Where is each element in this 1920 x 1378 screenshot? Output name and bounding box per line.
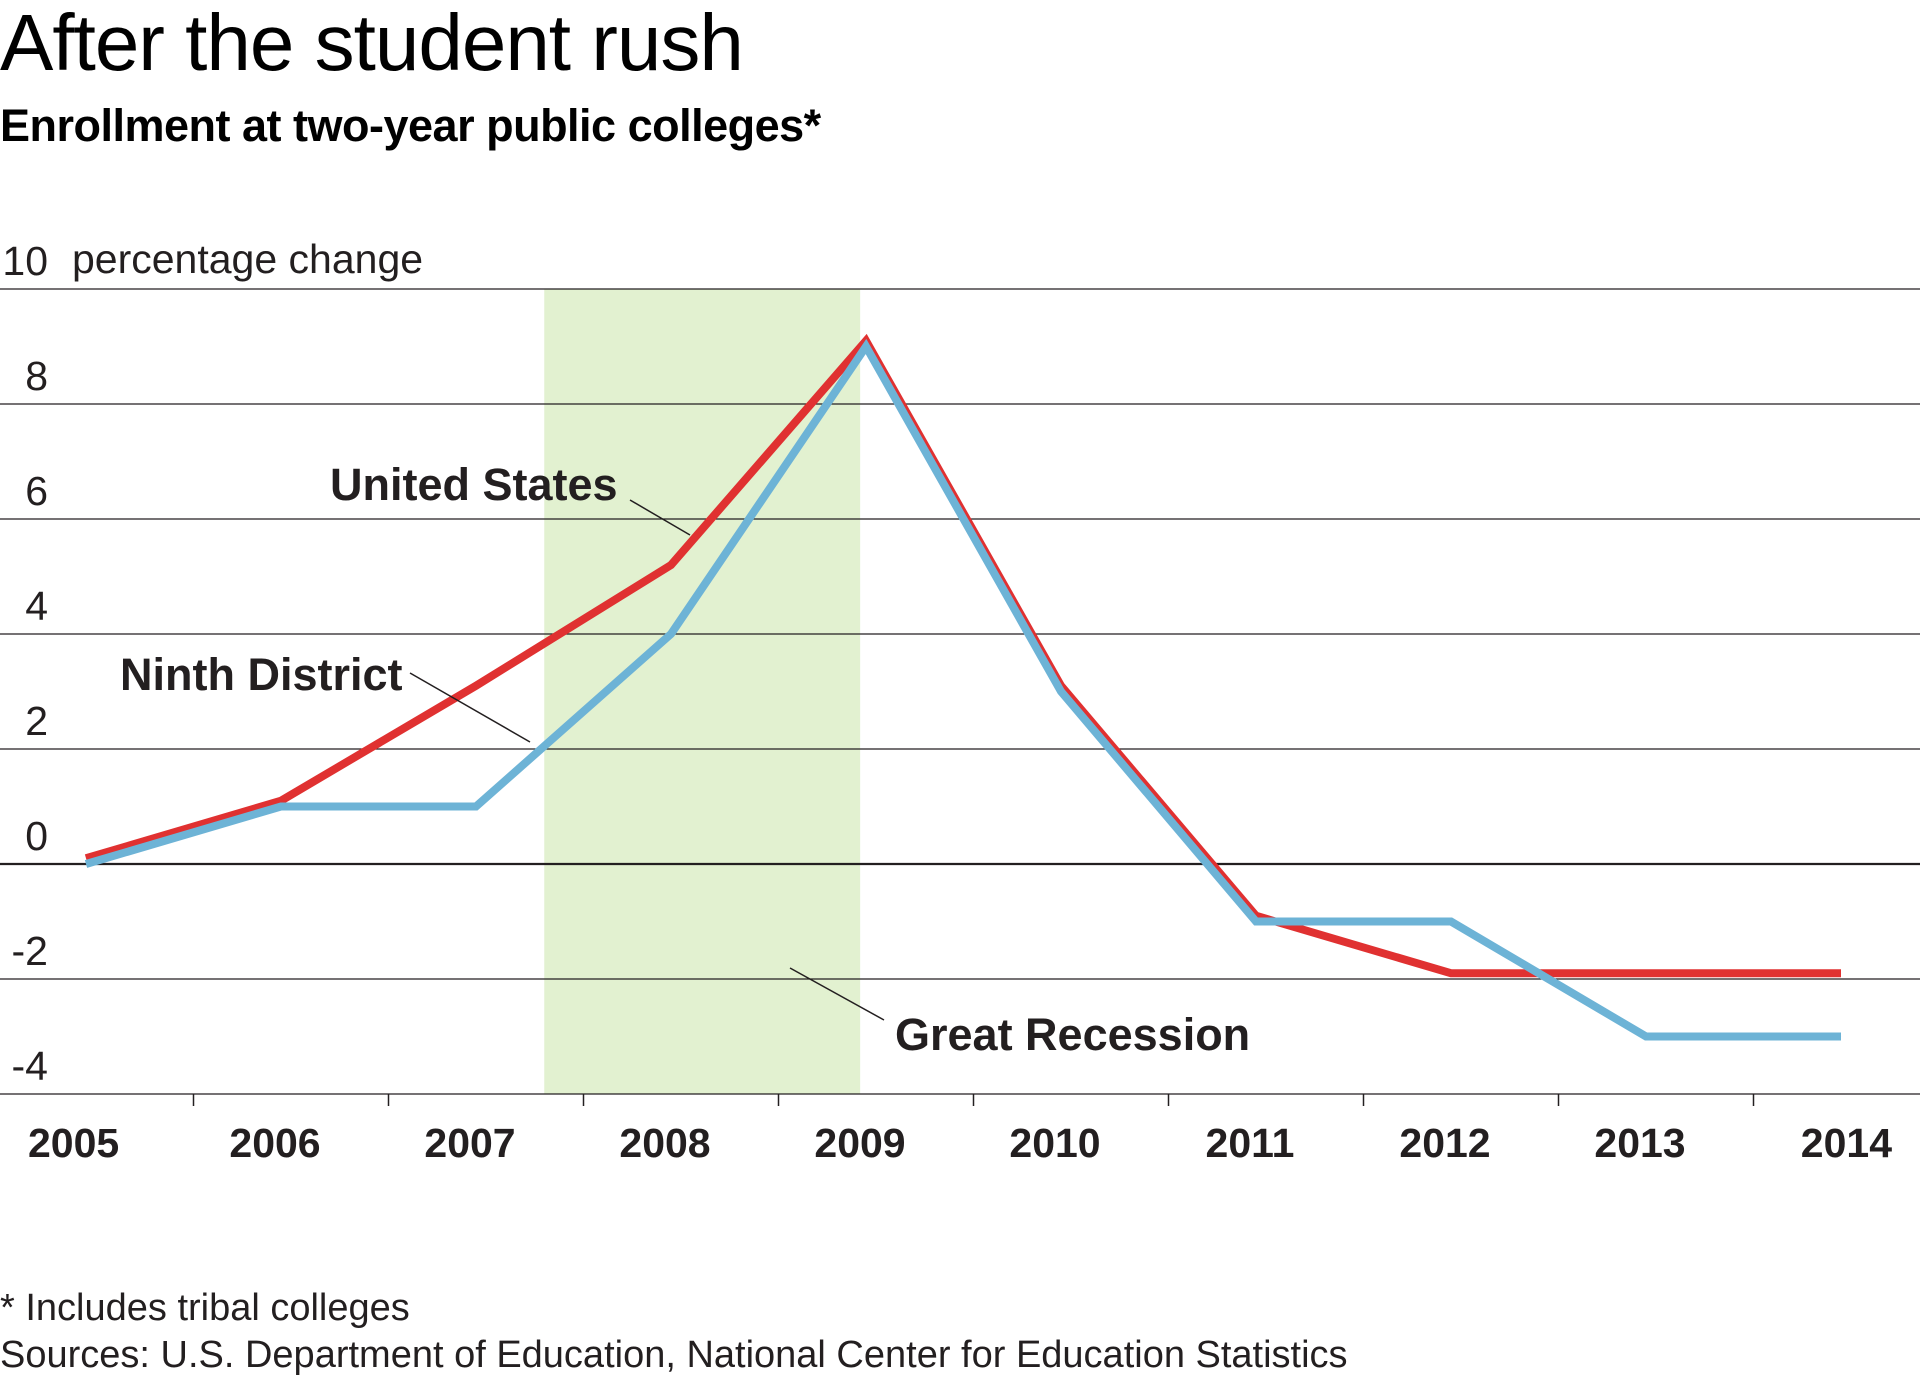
- series-labels: United States Ninth District Great Recessi…: [120, 459, 1250, 1060]
- series-line-ninth-district: [84, 338, 1841, 1041]
- footnote: * Includes tribal colleges: [0, 1287, 410, 1329]
- leader-united-states: [629, 499, 691, 536]
- y-tick-label: 2: [25, 698, 48, 744]
- x-tick-label: 2005: [28, 1120, 119, 1166]
- x-tick-label: 2012: [1399, 1120, 1490, 1166]
- label-ninth-district: Ninth District: [120, 649, 403, 700]
- series-lines: [84, 333, 1842, 1041]
- label-united-states: United States: [330, 459, 618, 510]
- label-great-recession: Great Recession: [895, 1009, 1250, 1060]
- x-tick-label: 2014: [1801, 1120, 1892, 1166]
- leader-ninth-district: [409, 672, 531, 743]
- y-tick-label: 6: [25, 468, 48, 514]
- chart-title: After the student rush: [0, 0, 743, 87]
- x-tick-label: 2007: [424, 1120, 515, 1166]
- y-tick-label: -2: [12, 928, 48, 974]
- x-tick-label: 2010: [1009, 1120, 1100, 1166]
- leader-great-recession: [789, 967, 885, 1021]
- y-tick-label: -4: [12, 1043, 48, 1089]
- x-tick-label: 2008: [619, 1120, 710, 1166]
- sources-note: Sources: U.S. Department of Education, N…: [0, 1334, 1348, 1376]
- y-tick-label: 8: [25, 353, 48, 399]
- y-axis-unit-label: percentage change: [72, 236, 423, 282]
- chart-subtitle: Enrollment at two-year public colleges*: [0, 100, 822, 151]
- x-tick-label: 2009: [814, 1120, 905, 1166]
- y-tick-label: 10: [2, 238, 48, 284]
- y-tick-label: 4: [25, 583, 48, 629]
- y-axis: 10 8 6 4 2 0 -2 -4: [2, 238, 48, 1089]
- x-axis: 2005 2006 2007 2008 2009 2010 2011 2012 2013 2014: [28, 1094, 1892, 1166]
- x-tick-label: 2006: [229, 1120, 320, 1166]
- y-tick-label: 0: [25, 813, 48, 859]
- x-tick-label: 2013: [1594, 1120, 1685, 1166]
- x-tick-label: 2011: [1206, 1120, 1295, 1166]
- recession-band: [544, 289, 861, 1094]
